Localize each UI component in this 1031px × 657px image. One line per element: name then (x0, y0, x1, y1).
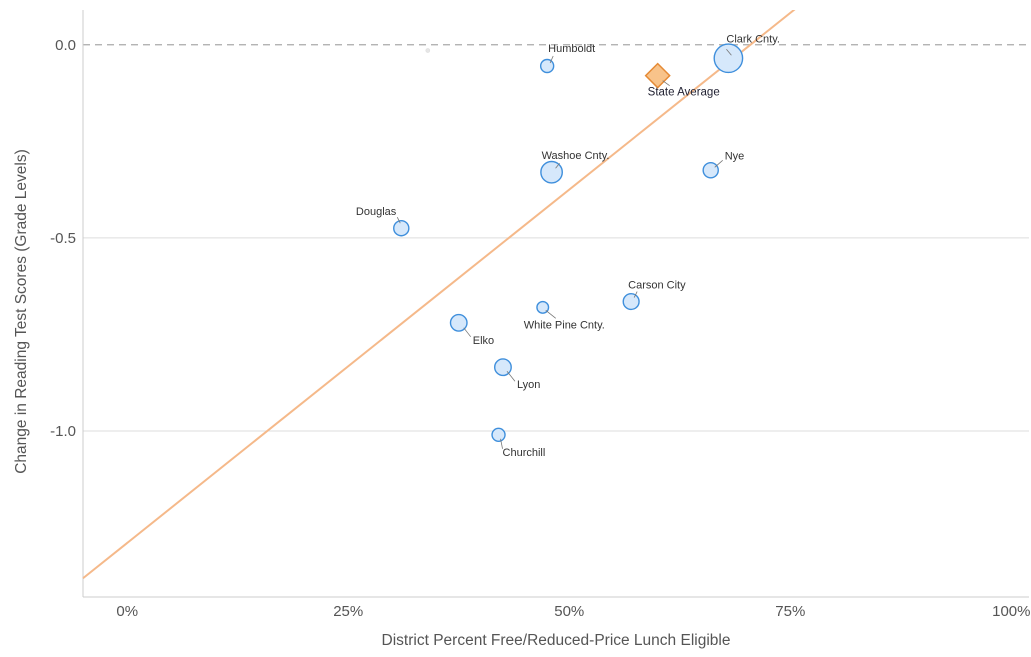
point-churchill[interactable] (491, 427, 506, 443)
point-humboldt[interactable] (539, 58, 555, 74)
state-average-label: State Average (648, 87, 720, 99)
point-elko[interactable] (449, 313, 468, 332)
label-leader-line (500, 438, 503, 449)
point-label: Lyon (517, 379, 540, 391)
state-average-leader-line (662, 80, 670, 86)
x-tick-label: 25% (333, 603, 363, 620)
label-leader-line (506, 370, 516, 382)
point-label: Douglas (356, 206, 397, 218)
label-leader-line (463, 327, 472, 338)
point-douglas[interactable] (393, 219, 410, 237)
label-leader-line (396, 217, 401, 224)
label-leader-line (545, 310, 556, 319)
point-label: White Pine Cnty. (524, 319, 605, 331)
point-nye[interactable] (702, 162, 719, 179)
x-tick-label: 75% (775, 603, 805, 620)
data-points (393, 43, 744, 443)
point-label: Nye (725, 150, 745, 162)
x-tick-label: 50% (554, 603, 584, 620)
x-tick-label: 0% (116, 603, 138, 620)
point-label: Washoe Cnty. (542, 150, 610, 162)
axes: 0.0 -0.5 -1.0 0% 25% 50% 75% 100% District Perce… (13, 10, 1031, 649)
point-label: Churchill (503, 447, 546, 459)
y-tick-label: 0.0 (55, 37, 76, 54)
label-leader-line (549, 55, 554, 64)
label-leader-line (714, 159, 723, 168)
trend-line-group (82, 10, 796, 580)
faint-point (425, 48, 431, 53)
state-average-marker[interactable] (644, 62, 671, 89)
point-washoe-cnty[interactable] (540, 160, 563, 184)
point-label: Humboldt (548, 43, 595, 55)
point-label: Carson City (628, 280, 686, 292)
x-tick-label: 100% (992, 603, 1030, 620)
label-leader-line (633, 291, 638, 298)
point-labels: Clark Cnty. Humboldt Washoe Cnty. Nye Dougla… (356, 33, 780, 459)
point-clark-cnty[interactable] (713, 43, 744, 74)
y-tick-label: -1.0 (50, 423, 76, 440)
y-axis-title: Change in Reading Test Scores (Grade Lev… (13, 149, 30, 474)
gridlines (83, 44, 1029, 432)
label-leader-line (555, 162, 560, 169)
trend-line (82, 10, 796, 580)
point-white-pine-cnty[interactable] (536, 300, 550, 314)
x-axis-title: District Percent Free/Reduced-Price Lunc… (382, 632, 731, 649)
point-label: Elko (473, 335, 494, 347)
label-leader-line (726, 49, 732, 56)
y-tick-label: -0.5 (50, 230, 76, 247)
point-carson-city[interactable] (622, 292, 640, 311)
point-label: Clark Cnty. (726, 33, 780, 45)
